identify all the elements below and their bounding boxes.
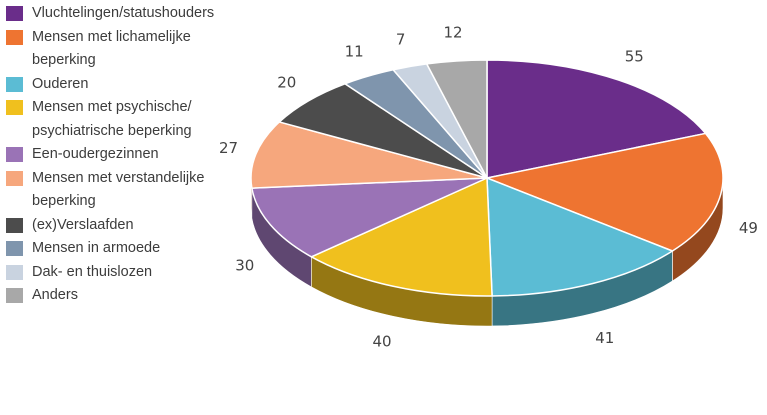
legend-label: Mensen in armoede <box>32 240 161 256</box>
pie-slice <box>486 177 674 297</box>
legend-swatch <box>6 288 23 303</box>
legend-swatch <box>6 100 23 115</box>
legend-item: Vluchtelingen/statushouders <box>2 2 242 26</box>
data-label: 41 <box>595 329 614 347</box>
legend-swatch <box>6 147 23 162</box>
chart-legend: Vluchtelingen/statushouders Mensen met li… <box>2 2 242 308</box>
legend-item: Dak- en thuislozen <box>2 261 242 285</box>
legend-swatch <box>6 170 23 186</box>
data-label: 27 <box>219 139 238 157</box>
data-label: 30 <box>235 257 254 275</box>
legend-label: beperking <box>32 52 96 68</box>
legend-swatch <box>6 264 23 280</box>
legend-label: (ex)Verslaafden <box>32 216 134 233</box>
data-label: 12 <box>443 24 462 42</box>
pie-slice <box>486 132 724 252</box>
pie-data-labels: 55 49 41 40 30 27 20 11 7 12 <box>219 24 758 351</box>
legend-item: Een-oudergezinnen <box>2 143 242 167</box>
legend-label: Een-oudergezinnen <box>32 146 159 162</box>
legend-label: Mensen met lichamelijke <box>32 28 191 45</box>
data-label: 40 <box>372 333 391 351</box>
legend-item: Ouderen <box>2 73 242 97</box>
legend-swatch <box>6 217 23 233</box>
legend-item: Mensen met psychische/psychiatrische bep… <box>2 96 242 143</box>
data-label: 20 <box>277 73 296 91</box>
pie-slice <box>425 59 488 179</box>
pie-slice <box>250 121 488 189</box>
pie-slice <box>251 177 488 258</box>
pie-slice <box>310 177 493 297</box>
legend-item: Anders <box>2 284 242 308</box>
legend-label: psychiatrische beperking <box>32 122 192 139</box>
pie-slice <box>486 59 707 179</box>
pie-tops <box>250 59 724 297</box>
legend-swatch <box>6 6 23 21</box>
legend-item: (ex)Verslaafden <box>2 214 242 238</box>
legend-label: Dak- en thuislozen <box>32 263 153 280</box>
data-label: 55 <box>625 47 644 65</box>
data-label: 11 <box>345 42 364 60</box>
legend-swatch <box>6 29 23 45</box>
legend-label: Mensen met verstandelijke <box>32 169 205 186</box>
legend-item: Mensen met verstandelijke beperking <box>2 167 242 214</box>
legend-item: Mensen in armoede <box>2 237 242 261</box>
data-label: 49 <box>739 219 758 237</box>
data-label: 7 <box>396 31 406 49</box>
legend-label: Vluchtelingen/statushouders <box>32 5 215 21</box>
legend-swatch <box>6 76 23 92</box>
legend-label: Anders <box>32 287 78 303</box>
legend-swatch <box>6 241 23 256</box>
legend-label: beperking <box>32 193 96 209</box>
legend-label: Ouderen <box>32 75 89 92</box>
legend-item: Mensen met lichamelijke beperking <box>2 26 242 73</box>
legend-label: Mensen met psychische/ <box>32 99 192 115</box>
